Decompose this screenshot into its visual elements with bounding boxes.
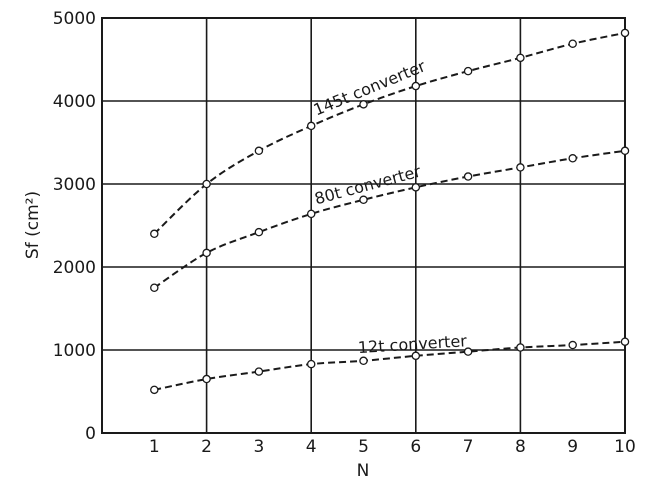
data-point — [306, 209, 316, 219]
data-point — [359, 100, 368, 109]
data-point — [620, 337, 630, 346]
series-label: 80t converter — [313, 161, 424, 208]
series-3 — [150, 337, 630, 395]
data-point — [411, 81, 421, 91]
x-tick-label: 6 — [410, 437, 421, 457]
x-axis-label: N — [357, 461, 370, 481]
x-tick-label: 8 — [515, 437, 526, 457]
y-tick-labels: 0 1000 2000 3000 4000 5000 — [53, 9, 96, 444]
data-point — [150, 385, 159, 395]
data-point — [150, 283, 159, 292]
data-point — [202, 248, 211, 258]
data-point — [516, 163, 525, 172]
data-point — [568, 340, 577, 350]
data-point — [516, 343, 525, 352]
series-line — [153, 149, 626, 289]
data-point — [150, 229, 159, 239]
data-point — [463, 172, 473, 181]
y-tick-label: 1000 — [53, 341, 96, 361]
x-tick-labels: 1 2 3 4 5 6 7 8 9 10 — [149, 437, 636, 457]
y-tick-label: 0 — [85, 424, 96, 444]
plot-frame — [101, 17, 626, 434]
series-2 — [150, 146, 630, 292]
data-point — [254, 146, 264, 156]
data-point — [411, 183, 421, 192]
data-point — [306, 121, 316, 131]
data-point — [306, 359, 316, 369]
x-tick-label: 1 — [149, 437, 160, 457]
x-tick-label: 5 — [358, 437, 369, 457]
x-tick-label: 10 — [614, 437, 636, 457]
series-group — [150, 28, 630, 395]
data-point — [202, 374, 211, 384]
data-point — [202, 179, 211, 189]
data-point — [620, 28, 630, 38]
x-tick-label: 7 — [463, 437, 474, 457]
data-point — [463, 347, 473, 356]
data-point — [359, 195, 368, 205]
data-point — [516, 53, 525, 63]
y-tick-label: 4000 — [53, 92, 96, 112]
data-point — [359, 356, 368, 366]
series-line — [154, 340, 626, 391]
y-tick-label: 2000 — [53, 258, 96, 278]
data-point — [568, 39, 577, 48]
y-tick-label: 3000 — [53, 175, 96, 195]
x-tick-label: 9 — [567, 437, 578, 457]
data-point — [463, 66, 473, 76]
data-point — [411, 351, 421, 361]
series-line — [153, 31, 626, 235]
y-tick-label: 5000 — [53, 9, 96, 29]
x-tick-label: 3 — [253, 437, 264, 457]
x-tick-label: 2 — [201, 437, 212, 457]
y-axis-label: Sf (cm²) — [23, 191, 43, 259]
series-1 — [150, 28, 630, 239]
data-point — [620, 146, 630, 156]
data-point — [254, 227, 264, 237]
data-point — [568, 154, 577, 163]
x-tick-label: 4 — [306, 437, 317, 457]
data-point — [254, 367, 264, 376]
